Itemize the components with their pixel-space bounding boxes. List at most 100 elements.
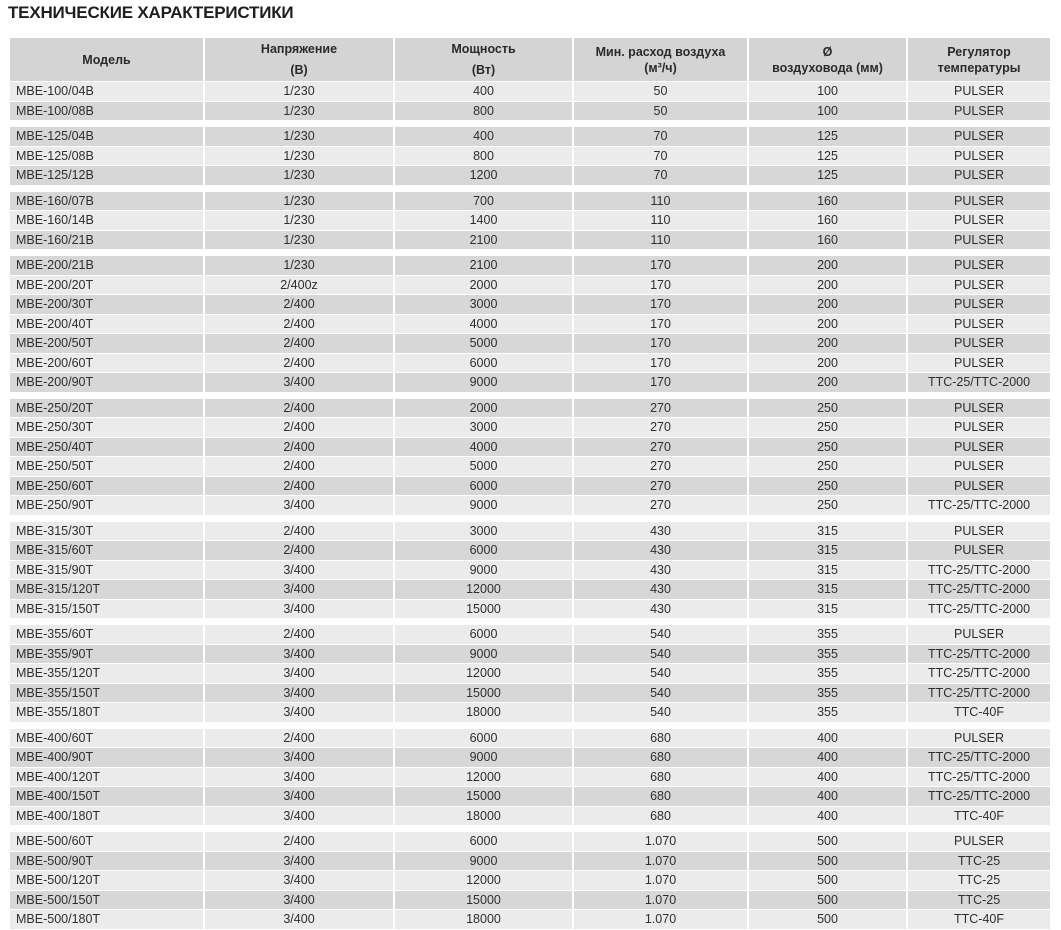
cell-model: MBE-355/60T (10, 625, 205, 644)
cell-duct-diameter: 200 (749, 353, 908, 372)
cell-voltage: 2/400 (205, 521, 395, 540)
specs-table: Модель Напряжение (В) Мощность (Вт) Мин. р… (10, 38, 1050, 930)
cell-duct-diameter: 100 (749, 101, 908, 120)
table-row: MBE-500/120T 3/400 12000 1.070 500 TTC-25 (10, 871, 1050, 891)
row-group: MBE-125/04B 1/230 400 70 125 PULSER MBE-125/08… (10, 127, 1050, 186)
cell-duct-diameter: 500 (749, 910, 908, 929)
cell-power: 5000 (395, 334, 574, 353)
cell-voltage: 3/400 (205, 871, 395, 890)
cell-regulator: TTC-40F (908, 806, 1050, 825)
cell-regulator: PULSER (908, 275, 1050, 294)
cell-model: MBE-100/04B (10, 82, 205, 101)
cell-voltage: 1/230 (205, 82, 395, 101)
row-group: MBE-200/21B 1/230 2100 170 200 PULSER MBE-200/… (10, 256, 1050, 393)
cell-power: 2100 (395, 256, 574, 275)
table-row: MBE-400/60T 2/400 6000 680 400 PULSER (10, 728, 1050, 748)
table-row: MBE-315/60T 2/400 6000 430 315 PULSER (10, 541, 1050, 561)
cell-model: MBE-355/90T (10, 644, 205, 663)
table-row: MBE-250/60T 2/400 6000 270 250 PULSER (10, 476, 1050, 496)
cell-voltage: 3/400 (205, 664, 395, 683)
cell-model: MBE-125/12B (10, 166, 205, 185)
cell-voltage: 2/400 (205, 418, 395, 437)
cell-voltage: 2/400 (205, 437, 395, 456)
cell-regulator: PULSER (908, 541, 1050, 560)
cell-power: 9000 (395, 496, 574, 515)
cell-airflow: 1.070 (574, 871, 749, 890)
cell-airflow: 270 (574, 437, 749, 456)
cell-duct-diameter: 250 (749, 437, 908, 456)
cell-airflow: 680 (574, 767, 749, 786)
cell-model: MBE-500/150T (10, 890, 205, 909)
cell-duct-diameter: 355 (749, 703, 908, 722)
cell-regulator: PULSER (908, 457, 1050, 476)
cell-duct-diameter: 125 (749, 146, 908, 165)
cell-airflow: 50 (574, 82, 749, 101)
cell-regulator: TTC-25/TTC-2000 (908, 644, 1050, 663)
cell-model: MBE-250/60T (10, 476, 205, 495)
cell-voltage: 3/400 (205, 806, 395, 825)
table-row: MBE-500/180T 3/400 18000 1.070 500 TTC-40F (10, 910, 1050, 930)
cell-regulator: PULSER (908, 314, 1050, 333)
cell-voltage: 2/400 (205, 728, 395, 747)
cell-airflow: 540 (574, 703, 749, 722)
table-row: MBE-250/40T 2/400 4000 270 250 PULSER (10, 437, 1050, 457)
cell-airflow: 170 (574, 334, 749, 353)
cell-power: 400 (395, 82, 574, 101)
cell-power: 4000 (395, 314, 574, 333)
cell-airflow: 270 (574, 476, 749, 495)
cell-regulator: TTC-25/TTC-2000 (908, 496, 1050, 515)
table-row: MBE-500/90T 3/400 9000 1.070 500 TTC-25 (10, 851, 1050, 871)
cell-regulator: TTC-40F (908, 703, 1050, 722)
cell-duct-diameter: 500 (749, 832, 908, 851)
table-row: MBE-315/120T 3/400 12000 430 315 TTC-25/TTC-2… (10, 580, 1050, 600)
cell-airflow: 1.070 (574, 890, 749, 909)
cell-model: MBE-125/04B (10, 127, 205, 146)
cell-duct-diameter: 400 (749, 728, 908, 747)
cell-model: MBE-160/21B (10, 230, 205, 249)
cell-duct-diameter: 200 (749, 373, 908, 392)
cell-model: MBE-315/120T (10, 580, 205, 599)
cell-duct-diameter: 315 (749, 541, 908, 560)
table-row: MBE-200/50T 2/400 5000 170 200 PULSER (10, 334, 1050, 354)
table-row: MBE-355/60T 2/400 6000 540 355 PULSER (10, 625, 1050, 645)
table-row: MBE-355/120T 3/400 12000 540 355 TTC-25/TTC-2… (10, 664, 1050, 684)
header-label: Ø (822, 44, 833, 59)
row-group: MBE-250/20T 2/400 2000 270 250 PULSER MBE-250/… (10, 398, 1050, 516)
cell-regulator: TTC-25/TTC-2000 (908, 599, 1050, 618)
table-row: MBE-400/120T 3/400 12000 680 400 TTC-25/TTC-2… (10, 767, 1050, 787)
cell-model: MBE-355/120T (10, 664, 205, 683)
table-row: MBE-160/21B 1/230 2100 110 160 PULSER (10, 230, 1050, 250)
cell-voltage: 2/400 (205, 353, 395, 372)
cell-voltage: 1/230 (205, 166, 395, 185)
cell-airflow: 1.070 (574, 910, 749, 929)
cell-duct-diameter: 400 (749, 748, 908, 767)
cell-regulator: PULSER (908, 418, 1050, 437)
cell-airflow: 270 (574, 418, 749, 437)
cell-duct-diameter: 200 (749, 334, 908, 353)
table-row: MBE-250/30T 2/400 3000 270 250 PULSER (10, 418, 1050, 438)
cell-regulator: PULSER (908, 625, 1050, 644)
cell-model: MBE-200/50T (10, 334, 205, 353)
cell-voltage: 1/230 (205, 211, 395, 230)
cell-model: MBE-315/150T (10, 599, 205, 618)
cell-voltage: 2/400 (205, 295, 395, 314)
cell-voltage: 3/400 (205, 767, 395, 786)
header-unit: температуры (937, 60, 1021, 75)
header-voltage: Напряжение (В) (205, 38, 395, 81)
header-label: Модель (82, 52, 131, 67)
cell-power: 12000 (395, 767, 574, 786)
cell-voltage: 1/230 (205, 191, 395, 210)
row-group: MBE-315/30T 2/400 3000 430 315 PULSER MBE-315/… (10, 521, 1050, 619)
cell-power: 2100 (395, 230, 574, 249)
cell-airflow: 70 (574, 127, 749, 146)
cell-airflow: 270 (574, 398, 749, 417)
cell-power: 12000 (395, 871, 574, 890)
cell-duct-diameter: 160 (749, 211, 908, 230)
table-row: MBE-125/04B 1/230 400 70 125 PULSER (10, 127, 1050, 147)
cell-regulator: PULSER (908, 728, 1050, 747)
cell-regulator: TTC-25/TTC-2000 (908, 664, 1050, 683)
cell-power: 15000 (395, 599, 574, 618)
cell-regulator: PULSER (908, 230, 1050, 249)
cell-model: MBE-400/120T (10, 767, 205, 786)
cell-model: MBE-250/50T (10, 457, 205, 476)
